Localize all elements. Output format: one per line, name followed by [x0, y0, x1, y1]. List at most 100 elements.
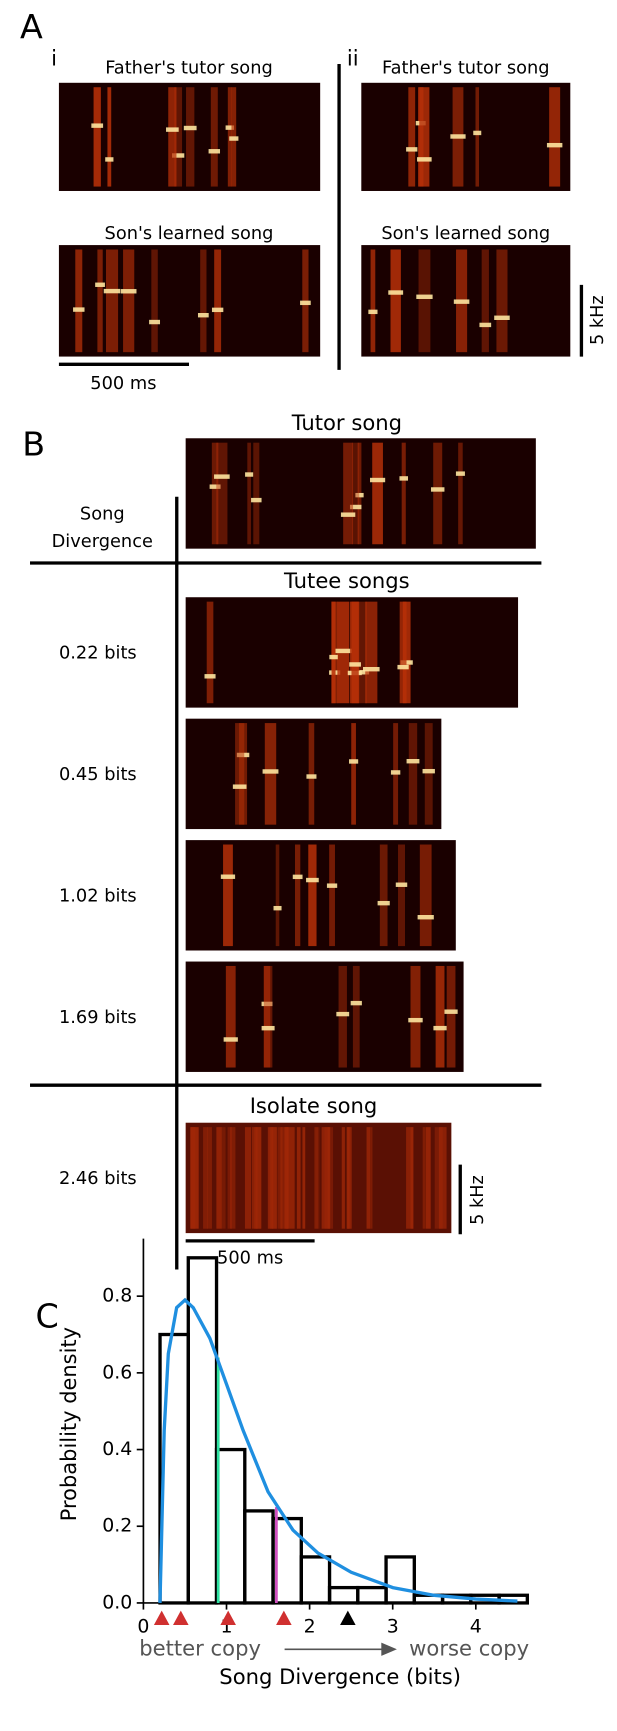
- harmonic: [172, 153, 185, 158]
- harmonic: [335, 648, 352, 654]
- syllable: [549, 87, 561, 187]
- divergence-label: 2.46 bits: [59, 1169, 137, 1189]
- syllable: [211, 442, 219, 545]
- syllable: [225, 965, 236, 1068]
- harmonic: [417, 915, 434, 920]
- x-axis-label: Song Divergence (bits): [219, 1664, 461, 1689]
- harmonic: [251, 497, 262, 503]
- syllable: [343, 442, 354, 545]
- syllable: [406, 1127, 414, 1229]
- syllable: [379, 844, 388, 947]
- harmonic: [494, 315, 510, 320]
- harmonic: [453, 299, 470, 304]
- syllable: [216, 1127, 222, 1229]
- syllable: [235, 723, 245, 825]
- harmonic: [397, 664, 409, 670]
- syllable: [151, 249, 158, 353]
- syllable: [352, 965, 360, 1068]
- syllable: [203, 1127, 208, 1229]
- syllable: [216, 442, 228, 545]
- harmonic: [479, 322, 492, 328]
- divergence-label: 1.69 bits: [59, 1008, 137, 1028]
- histogram-bar: [384, 1555, 416, 1605]
- harmonic: [406, 758, 420, 764]
- syllable: [263, 965, 271, 1068]
- syllable: [294, 844, 301, 947]
- syllable: [221, 1127, 226, 1229]
- divergence-marker: [276, 1610, 292, 1626]
- syllable: [352, 442, 360, 545]
- syllable: [174, 87, 183, 187]
- harmonic: [349, 504, 362, 510]
- annotation: better copy: [139, 1635, 261, 1660]
- syllable: [308, 723, 315, 825]
- harmonic: [292, 874, 303, 880]
- histogram-bar: [327, 1585, 360, 1605]
- histogram-bar: [299, 1555, 332, 1605]
- syllable: [247, 442, 251, 545]
- harmonic: [232, 784, 247, 789]
- syllable: [372, 442, 383, 545]
- y-axis-label: Probability density: [56, 1327, 81, 1521]
- syllable: [264, 723, 277, 825]
- sub-label: i: [51, 46, 57, 71]
- harmonic: [349, 759, 359, 764]
- syllable: [321, 1127, 330, 1229]
- spectrogram-title: Father's tutor song: [105, 58, 273, 78]
- section-title: Tutor song: [291, 410, 402, 435]
- harmonic: [149, 319, 161, 325]
- harmonic: [229, 136, 239, 141]
- syllable: [419, 844, 432, 947]
- scale-label: 500 ms: [90, 374, 156, 394]
- harmonic: [262, 769, 279, 774]
- syllable: [281, 1127, 289, 1229]
- syllable: [223, 844, 233, 947]
- harmonic: [369, 477, 386, 483]
- harmonic: [416, 294, 433, 299]
- syllable: [370, 1127, 373, 1229]
- syllable: [286, 1127, 295, 1229]
- syllable: [277, 1127, 282, 1229]
- histogram-bar: [243, 1509, 275, 1605]
- divergence-label: 1.02 bits: [59, 886, 137, 906]
- annotation: worse copy: [409, 1635, 529, 1660]
- harmonic: [204, 674, 216, 679]
- divergence-marker: [153, 1610, 170, 1626]
- syllable: [206, 601, 214, 704]
- harmonic: [306, 877, 319, 883]
- syllable: [271, 1127, 274, 1229]
- harmonic: [377, 900, 390, 906]
- histogram-bar: [214, 1447, 247, 1605]
- syllable: [227, 1127, 232, 1229]
- syllable: [418, 249, 431, 353]
- harmonic: [220, 874, 236, 879]
- syllable: [399, 601, 407, 704]
- harmonic: [473, 130, 482, 136]
- harmonic: [91, 123, 104, 128]
- harmonic: [390, 770, 401, 775]
- histogram-bar: [356, 1585, 388, 1605]
- spectrogram-title: Father's tutor song: [382, 58, 550, 78]
- syllable: [346, 1127, 352, 1229]
- harmonic: [208, 149, 221, 154]
- harmonic: [336, 1011, 350, 1017]
- syllable: [434, 1127, 443, 1229]
- syllable: [370, 249, 376, 353]
- harmonic: [120, 289, 137, 294]
- fit-curve: [158, 1297, 518, 1603]
- syllable: [296, 1127, 301, 1229]
- panel-label: B: [22, 425, 45, 464]
- syllable: [398, 844, 406, 947]
- syllable: [315, 1127, 319, 1229]
- harmonic: [300, 300, 311, 306]
- syllable: [314, 1127, 320, 1229]
- harmonic: [326, 883, 338, 888]
- y-tick-label: 0.0: [102, 1592, 132, 1613]
- divergence-marker: [220, 1610, 236, 1626]
- syllable: [244, 1127, 252, 1229]
- harmonic: [444, 1009, 458, 1014]
- harmonic: [73, 307, 85, 312]
- harmonic: [183, 125, 197, 131]
- harmonic: [430, 487, 445, 492]
